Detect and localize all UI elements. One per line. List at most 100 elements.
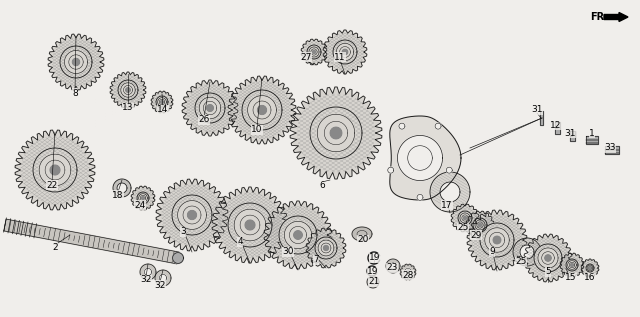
Polygon shape [173,253,184,263]
Polygon shape [279,216,317,254]
Polygon shape [50,165,60,175]
Polygon shape [141,197,145,199]
Polygon shape [534,244,562,272]
Polygon shape [524,234,572,282]
Polygon shape [212,187,288,263]
Polygon shape [588,266,592,270]
Polygon shape [72,58,79,66]
Polygon shape [289,226,307,243]
Polygon shape [520,245,534,259]
Polygon shape [301,39,327,65]
Polygon shape [228,203,272,247]
Polygon shape [467,210,527,270]
Polygon shape [605,146,619,154]
Polygon shape [310,107,362,159]
Polygon shape [554,122,559,134]
Polygon shape [330,127,342,139]
Polygon shape [126,88,130,92]
Polygon shape [141,197,145,199]
Polygon shape [540,111,543,125]
Polygon shape [462,215,468,221]
Polygon shape [430,172,470,212]
Polygon shape [566,259,578,271]
Polygon shape [207,105,213,111]
Polygon shape [493,236,500,244]
Polygon shape [386,259,400,273]
Polygon shape [587,265,593,271]
Polygon shape [234,209,266,241]
Polygon shape [586,136,598,144]
Polygon shape [117,183,127,193]
Polygon shape [318,240,334,256]
Polygon shape [312,50,316,54]
Polygon shape [204,101,217,115]
Polygon shape [284,221,312,249]
Polygon shape [479,223,481,227]
Polygon shape [161,101,163,103]
Polygon shape [140,195,146,201]
Polygon shape [367,276,379,288]
Polygon shape [137,192,149,204]
Polygon shape [264,201,332,269]
Polygon shape [479,223,481,227]
Polygon shape [159,275,166,281]
Polygon shape [315,237,337,259]
Polygon shape [118,80,138,100]
Text: 25: 25 [515,257,527,267]
Polygon shape [589,267,591,269]
Polygon shape [388,167,394,173]
Polygon shape [406,270,410,274]
Polygon shape [4,219,179,264]
Polygon shape [155,270,171,286]
Polygon shape [560,253,584,277]
Polygon shape [371,279,376,285]
Polygon shape [571,264,573,266]
Polygon shape [33,148,77,192]
Polygon shape [484,228,509,252]
Polygon shape [475,220,485,230]
Text: 19: 19 [367,268,379,276]
Polygon shape [352,227,372,241]
Polygon shape [541,252,554,264]
Polygon shape [568,261,577,269]
Text: 19: 19 [369,254,381,262]
Polygon shape [342,49,348,55]
Text: 11: 11 [334,53,346,61]
Polygon shape [69,55,83,69]
Polygon shape [324,246,328,250]
Polygon shape [463,217,467,220]
Polygon shape [72,58,79,66]
Text: 32: 32 [154,281,166,289]
Polygon shape [294,231,302,239]
Polygon shape [581,259,599,277]
Polygon shape [121,83,135,97]
Polygon shape [182,80,238,136]
Polygon shape [253,101,271,119]
Polygon shape [161,101,163,103]
Polygon shape [140,264,156,280]
Polygon shape [65,50,88,74]
Polygon shape [466,211,494,239]
Text: 16: 16 [584,274,596,282]
Polygon shape [15,130,95,210]
Text: FR.: FR. [590,12,608,22]
Polygon shape [290,87,382,179]
Polygon shape [571,264,573,266]
Polygon shape [400,264,416,280]
Polygon shape [480,223,514,257]
Polygon shape [195,93,225,123]
Polygon shape [435,123,441,129]
Polygon shape [473,218,487,232]
Polygon shape [126,88,130,92]
Text: 7: 7 [313,256,319,264]
Polygon shape [131,186,155,210]
Text: 22: 22 [46,180,58,190]
Polygon shape [178,201,206,230]
Polygon shape [446,167,452,173]
Polygon shape [321,243,331,253]
Polygon shape [151,91,173,113]
Polygon shape [451,204,479,232]
Polygon shape [545,255,551,261]
Text: 2: 2 [52,243,58,253]
Text: 24: 24 [134,200,146,210]
